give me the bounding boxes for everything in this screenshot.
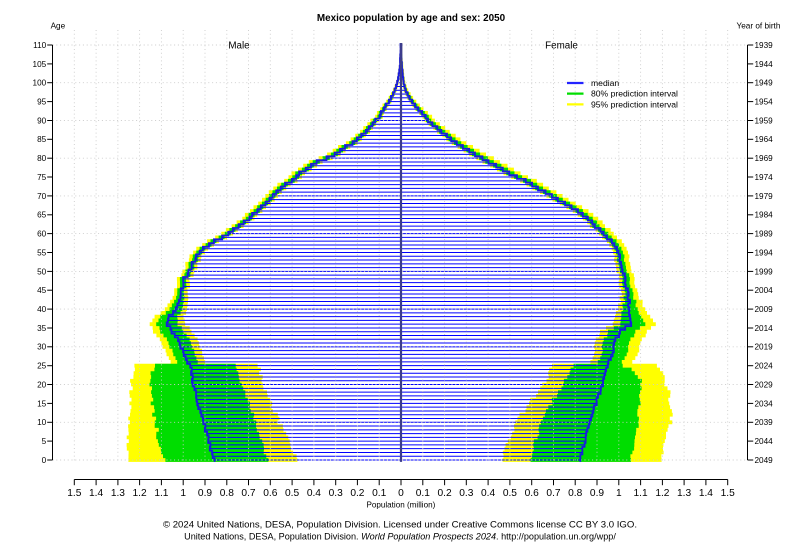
svg-text:40: 40 xyxy=(37,305,47,314)
svg-text:2004: 2004 xyxy=(755,286,774,295)
svg-text:1969: 1969 xyxy=(755,154,774,163)
svg-text:1944: 1944 xyxy=(755,60,774,69)
svg-text:110: 110 xyxy=(33,41,46,50)
svg-text:60: 60 xyxy=(37,230,47,239)
svg-text:0.7: 0.7 xyxy=(546,488,560,499)
svg-text:1.4: 1.4 xyxy=(699,488,713,499)
svg-text:1989: 1989 xyxy=(755,230,774,239)
svg-text:United Nations, DESA, Populati: United Nations, DESA, Population Divisio… xyxy=(184,532,616,542)
svg-text:2049: 2049 xyxy=(755,456,774,465)
svg-text:0.3: 0.3 xyxy=(329,488,343,499)
svg-text:2014: 2014 xyxy=(755,324,774,333)
svg-text:1.2: 1.2 xyxy=(133,488,147,499)
svg-text:90: 90 xyxy=(37,116,47,125)
svg-text:65: 65 xyxy=(37,211,47,220)
svg-text:1964: 1964 xyxy=(755,135,774,144)
svg-text:1.4: 1.4 xyxy=(89,488,103,499)
svg-text:1.3: 1.3 xyxy=(677,488,691,499)
svg-text:1949: 1949 xyxy=(755,79,774,88)
svg-text:1: 1 xyxy=(616,488,622,499)
svg-text:1959: 1959 xyxy=(755,116,774,125)
svg-text:1.5: 1.5 xyxy=(67,488,81,499)
svg-text:0.6: 0.6 xyxy=(525,488,539,499)
svg-text:0.9: 0.9 xyxy=(590,488,604,499)
svg-text:1999: 1999 xyxy=(755,267,774,276)
svg-text:0.2: 0.2 xyxy=(350,488,364,499)
svg-text:Mexico population by age and s: Mexico population by age and sex: 2050 xyxy=(317,13,506,24)
svg-text:95: 95 xyxy=(37,98,47,107)
svg-text:2024: 2024 xyxy=(755,362,774,371)
svg-text:0: 0 xyxy=(398,488,404,499)
svg-text:1: 1 xyxy=(180,488,186,499)
svg-text:80% prediction interval: 80% prediction interval xyxy=(591,89,678,99)
svg-text:0: 0 xyxy=(42,456,47,465)
svg-text:0.7: 0.7 xyxy=(241,488,255,499)
svg-text:0.2: 0.2 xyxy=(438,488,452,499)
svg-text:Male: Male xyxy=(228,41,250,52)
svg-text:0.3: 0.3 xyxy=(459,488,473,499)
svg-text:Female: Female xyxy=(545,41,578,52)
svg-text:1979: 1979 xyxy=(755,192,774,201)
svg-text:0.1: 0.1 xyxy=(372,488,386,499)
svg-text:2039: 2039 xyxy=(755,418,774,427)
svg-text:1.1: 1.1 xyxy=(154,488,168,499)
svg-text:2044: 2044 xyxy=(755,437,774,446)
svg-text:45: 45 xyxy=(37,286,47,295)
svg-text:0.5: 0.5 xyxy=(285,488,299,499)
svg-text:55: 55 xyxy=(37,248,47,257)
svg-text:15: 15 xyxy=(37,399,47,408)
svg-text:1.3: 1.3 xyxy=(111,488,125,499)
svg-text:1994: 1994 xyxy=(755,248,774,257)
svg-text:2029: 2029 xyxy=(755,380,774,389)
svg-text:20: 20 xyxy=(37,380,47,389)
svg-text:0.8: 0.8 xyxy=(220,488,234,499)
svg-text:Year of birth: Year of birth xyxy=(737,22,781,31)
svg-text:1954: 1954 xyxy=(755,98,774,107)
svg-text:2009: 2009 xyxy=(755,305,774,314)
svg-text:1984: 1984 xyxy=(755,211,774,220)
svg-text:0.9: 0.9 xyxy=(198,488,212,499)
svg-text:0.6: 0.6 xyxy=(263,488,277,499)
svg-text:1.2: 1.2 xyxy=(655,488,669,499)
svg-text:25: 25 xyxy=(37,362,47,371)
svg-text:85: 85 xyxy=(37,135,47,144)
svg-text:© 2024 United Nations, DESA, P: © 2024 United Nations, DESA, Population … xyxy=(163,520,637,531)
svg-text:1.1: 1.1 xyxy=(634,488,648,499)
svg-text:100: 100 xyxy=(33,79,47,88)
svg-text:Age: Age xyxy=(51,22,66,31)
svg-text:0.4: 0.4 xyxy=(481,488,495,499)
svg-text:0.4: 0.4 xyxy=(307,488,321,499)
svg-text:Population (million): Population (million) xyxy=(366,500,435,509)
svg-text:75: 75 xyxy=(37,173,47,182)
svg-text:10: 10 xyxy=(37,418,47,427)
svg-text:80: 80 xyxy=(37,154,47,163)
svg-text:1974: 1974 xyxy=(755,173,774,182)
svg-text:105: 105 xyxy=(33,60,47,69)
svg-text:0.8: 0.8 xyxy=(568,488,582,499)
svg-text:median: median xyxy=(591,78,619,88)
svg-text:2019: 2019 xyxy=(755,343,774,352)
svg-text:35: 35 xyxy=(37,324,47,333)
svg-text:50: 50 xyxy=(37,267,47,276)
svg-text:2034: 2034 xyxy=(755,399,774,408)
svg-text:95% prediction interval: 95% prediction interval xyxy=(591,99,678,109)
svg-text:1.5: 1.5 xyxy=(721,488,735,499)
svg-text:1939: 1939 xyxy=(755,41,774,50)
svg-text:5: 5 xyxy=(42,437,47,446)
svg-text:30: 30 xyxy=(37,343,47,352)
svg-text:0.5: 0.5 xyxy=(503,488,517,499)
svg-text:70: 70 xyxy=(37,192,47,201)
svg-text:0.1: 0.1 xyxy=(416,488,430,499)
